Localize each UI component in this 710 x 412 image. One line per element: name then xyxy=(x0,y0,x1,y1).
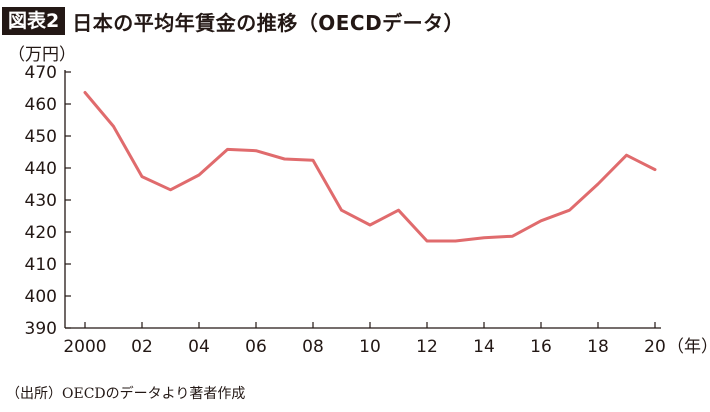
x-tick-label: 16 xyxy=(530,337,552,357)
series-group xyxy=(83,91,657,243)
x-tick-label: 20 xyxy=(644,337,666,357)
x-tick-label: 14 xyxy=(473,337,495,357)
x-tick-label: 04 xyxy=(188,337,210,357)
y-axis-unit: （万円） xyxy=(8,45,76,65)
y-tick-label: 400 xyxy=(25,287,57,307)
source-note: （出所）OECDのデータより著者作成 xyxy=(6,386,246,402)
y-tick-label: 410 xyxy=(25,255,57,275)
x-axis-ticks: 2000 02 04 06 08 10 12 14 16 18 20（年） xyxy=(63,322,710,357)
figure-label: 図表2 xyxy=(2,7,66,35)
wage-series-line xyxy=(83,91,657,243)
chart-header: 図表2 日本の平均年賃金の推移（OECDデータ） xyxy=(2,5,464,37)
chart-title: 日本の平均年賃金の推移（OECDデータ） xyxy=(72,10,465,35)
y-axis-ticks: 390 400 410 420 430 440 450 460 470 xyxy=(25,63,71,339)
x-tick-label: 18 xyxy=(587,337,609,357)
axes xyxy=(64,70,661,329)
x-axis-unit-label: （年） xyxy=(667,337,710,357)
x-tick-label: 06 xyxy=(245,337,267,357)
x-tick-label: 12 xyxy=(416,337,438,357)
y-tick-label: 440 xyxy=(25,159,57,179)
x-tick-label: 08 xyxy=(302,337,324,357)
y-tick-label: 450 xyxy=(25,127,57,147)
y-tick-label: 460 xyxy=(25,95,57,115)
x-tick-label: 2000 xyxy=(63,337,106,357)
y-tick-label: 420 xyxy=(25,223,57,243)
x-tick-label: 02 xyxy=(131,337,153,357)
y-tick-label: 390 xyxy=(25,319,57,339)
y-tick-label: 470 xyxy=(25,63,57,83)
y-tick-label: 430 xyxy=(25,191,57,211)
x-tick-label: 10 xyxy=(359,337,381,357)
